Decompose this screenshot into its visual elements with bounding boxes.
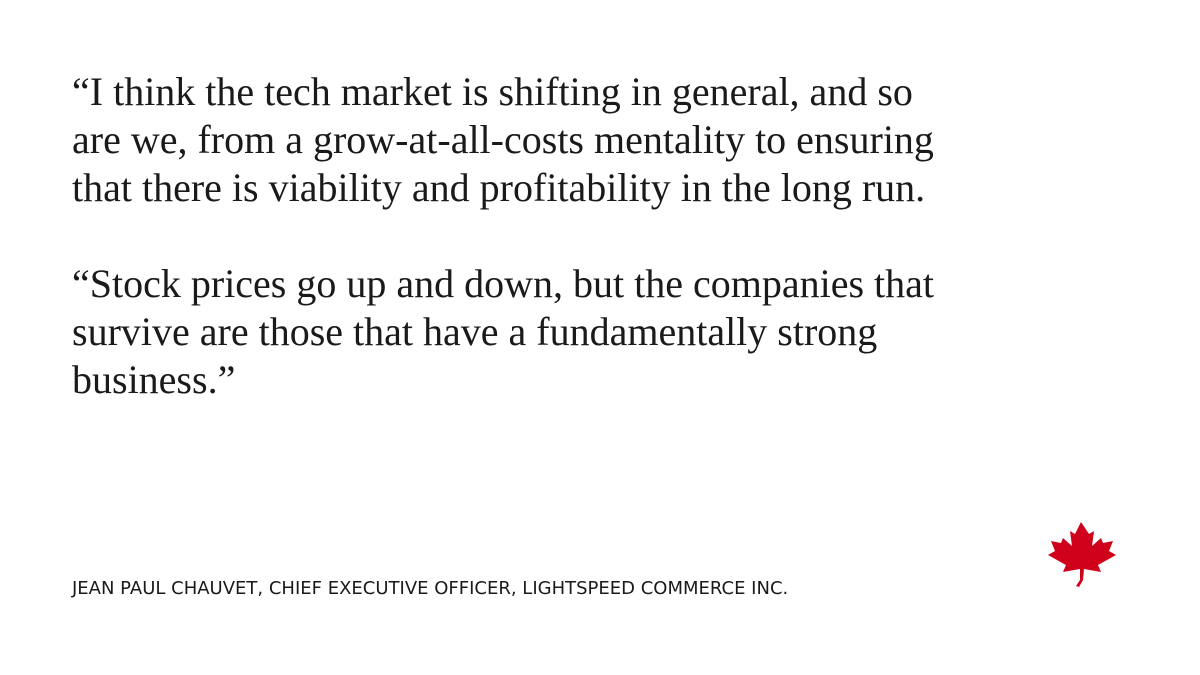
quote-attribution: JEAN PAUL CHAUVET, CHIEF EXECUTIVE OFFIC…: [72, 578, 789, 599]
quote-block: “I think the tech market is shifting in …: [72, 68, 972, 404]
quote-paragraph: “I think the tech market is shifting in …: [72, 69, 934, 210]
quote-paragraph: “Stock prices go up and down, but the co…: [72, 261, 935, 402]
maple-leaf-icon: [1048, 522, 1116, 587]
maple-leaf-shape: [1048, 522, 1116, 587]
